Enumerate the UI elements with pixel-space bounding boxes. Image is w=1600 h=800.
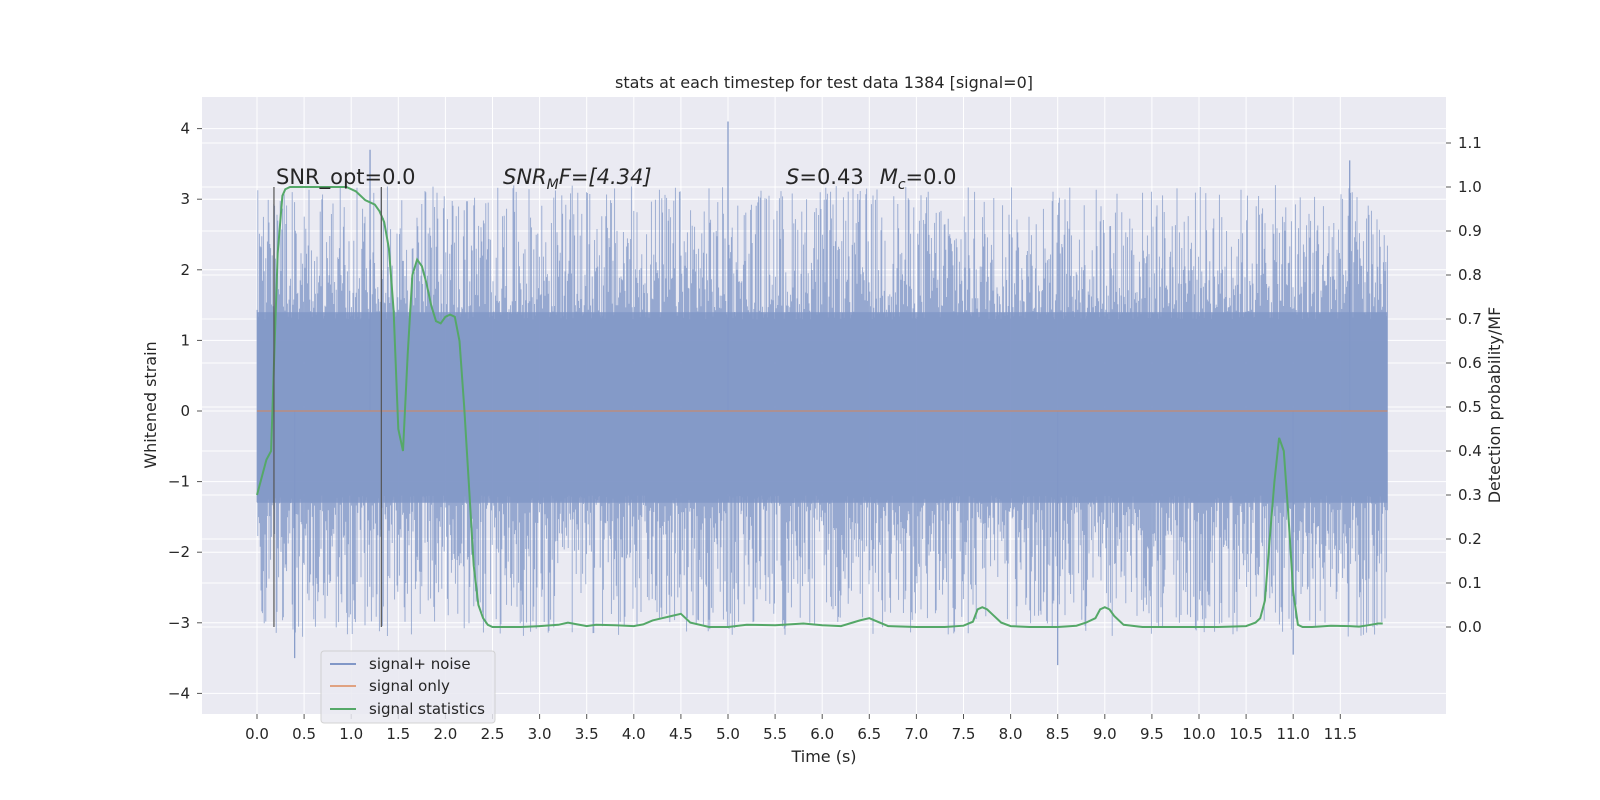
x-tick-label: 1.0 (339, 725, 363, 743)
y-left-tick-label: 3 (180, 190, 190, 208)
x-tick-label: 9.0 (1093, 725, 1117, 743)
y-right-tick-label: 0.1 (1458, 574, 1482, 592)
y-right-tick-label: 0.7 (1458, 310, 1482, 328)
x-tick-label: 1.5 (386, 725, 410, 743)
x-tick-label: 2.5 (481, 725, 505, 743)
chart-title: stats at each timestep for test data 138… (615, 73, 1033, 92)
y-right-tick-label: 1.0 (1458, 178, 1482, 196)
x-tick-label: 5.0 (716, 725, 740, 743)
x-tick-label: 6.5 (857, 725, 881, 743)
y-axis-left-ticks: 4 3 2 1 0 −1 −2 −3 −4 (168, 120, 202, 702)
x-tick-label: 11.0 (1276, 725, 1309, 743)
y-right-tick-label: 0.8 (1458, 266, 1482, 284)
y-left-tick-label: −1 (168, 473, 190, 491)
x-tick-label: 3.0 (528, 725, 552, 743)
y-right-tick-label: 0.6 (1458, 354, 1482, 372)
y-axis-left-label: Whitened strain (141, 341, 160, 468)
legend-label-signal-plus-noise: signal+ noise (369, 655, 471, 673)
x-tick-label: 8.0 (999, 725, 1023, 743)
x-tick-label: 8.5 (1046, 725, 1070, 743)
y-left-tick-label: −2 (168, 543, 190, 561)
marker-lines (273, 187, 382, 627)
x-tick-label: 11.5 (1324, 725, 1357, 743)
x-tick-label: 7.0 (904, 725, 928, 743)
y-right-tick-label: 1.1 (1458, 134, 1482, 152)
x-tick-label: 4.0 (622, 725, 646, 743)
y-left-tick-label: 0 (180, 402, 190, 420)
annotation-snr-opt: SNR_opt=0.0 (276, 165, 416, 190)
x-tick-label: 6.0 (810, 725, 834, 743)
x-axis-ticks: 0.0 0.5 1.0 1.5 2.0 2.5 3.0 3.5 4.0 4.5 5.0 5.5 6.0 6… (245, 714, 1357, 743)
legend-box (320, 650, 496, 724)
signal-plus-noise-series (256, 121, 1388, 666)
x-tick-label: 0.5 (292, 725, 316, 743)
y-left-tick-label: 4 (180, 120, 190, 138)
x-tick-label: 10.0 (1182, 725, 1215, 743)
y-right-tick-label: 0.3 (1458, 486, 1482, 504)
y-axis-right-label: Detection probability/MF (1485, 307, 1504, 504)
signal-statistics-series (256, 186, 1383, 628)
y-axis-right-ticks: 1.1 1.0 0.9 0.8 0.7 0.6 0.5 0.4 0.3 0.2 0.1 0.0 (1446, 134, 1482, 636)
annotation-s-mc: S=0.43 Mc=0.0 (786, 165, 957, 193)
y-right-tick-label: 0.0 (1458, 618, 1482, 636)
y-left-tick-label: 2 (180, 261, 190, 279)
annotation-snr-mf: SNRMF=[4.34] (503, 165, 652, 193)
noise-trace (256, 185, 1388, 637)
x-axis-label: Time (s) (790, 747, 856, 766)
x-tick-label: 9.5 (1140, 725, 1164, 743)
x-tick-label: 2.0 (433, 725, 457, 743)
x-tick-label: 3.5 (575, 725, 599, 743)
x-tick-label: 0.0 (245, 725, 269, 743)
x-tick-label: 10.5 (1229, 725, 1262, 743)
y-left-tick-label: 1 (180, 331, 190, 349)
y-right-tick-label: 0.5 (1458, 398, 1482, 416)
x-tick-label: 5.5 (763, 725, 787, 743)
x-tick-label: 4.5 (669, 725, 693, 743)
x-tick-label: 7.5 (952, 725, 976, 743)
legend-label-signal-only: signal only (369, 677, 450, 695)
y-right-tick-label: 0.9 (1458, 222, 1482, 240)
y-left-tick-label: −4 (168, 684, 190, 702)
legend: signal+ noise signal only signal statist… (320, 650, 496, 724)
y-left-tick-label: −3 (168, 614, 190, 632)
y-right-tick-label: 0.2 (1458, 530, 1482, 548)
legend-label-signal-statistics: signal statistics (369, 700, 485, 718)
y-right-tick-label: 0.4 (1458, 442, 1482, 460)
